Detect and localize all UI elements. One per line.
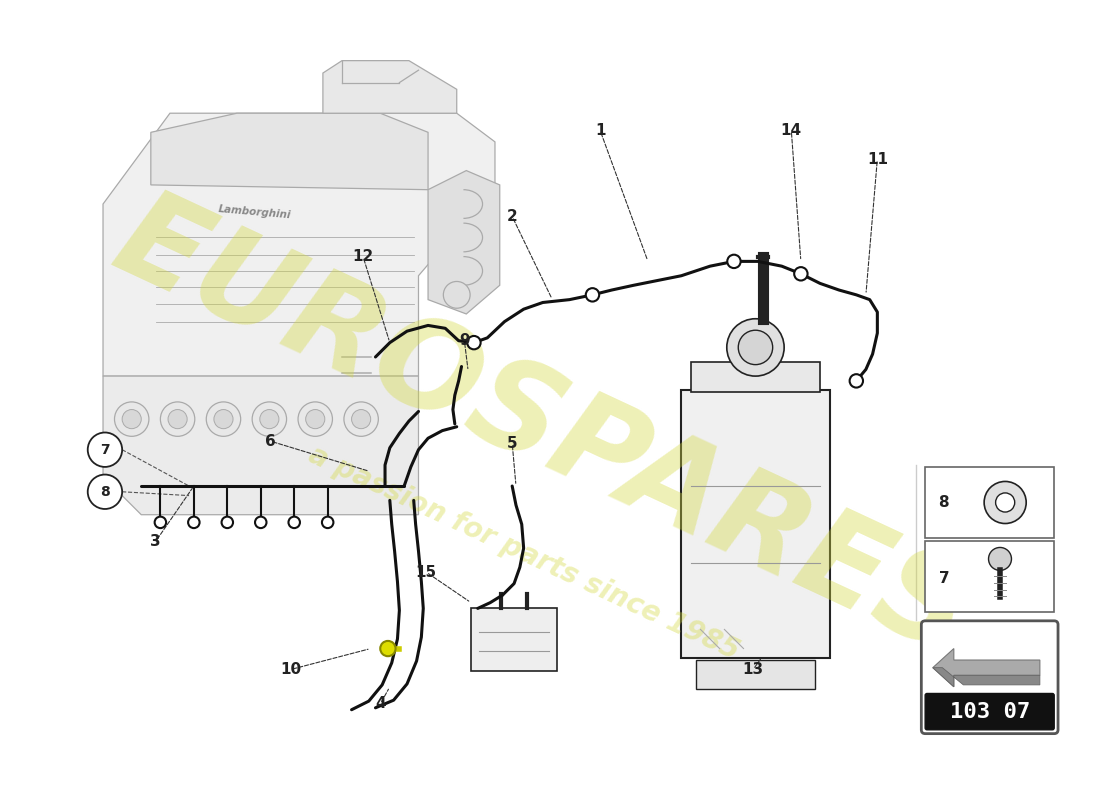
Circle shape — [352, 410, 371, 429]
Polygon shape — [103, 114, 495, 376]
FancyBboxPatch shape — [925, 694, 1054, 730]
Circle shape — [114, 402, 148, 436]
Circle shape — [207, 402, 241, 436]
Text: EUROSPARES: EUROSPARES — [97, 178, 989, 679]
Text: 1: 1 — [595, 123, 605, 138]
Circle shape — [727, 318, 784, 376]
Circle shape — [794, 267, 807, 281]
Text: 7: 7 — [100, 442, 110, 457]
Text: 12: 12 — [352, 249, 374, 264]
Text: Lamborghini: Lamborghini — [218, 204, 292, 220]
Text: a passion for parts since 1985: a passion for parts since 1985 — [304, 441, 744, 666]
Circle shape — [344, 402, 378, 436]
Polygon shape — [933, 649, 1040, 686]
Text: 5: 5 — [507, 435, 517, 450]
Circle shape — [322, 517, 333, 528]
Circle shape — [221, 517, 233, 528]
Circle shape — [586, 288, 600, 302]
FancyBboxPatch shape — [695, 660, 815, 689]
FancyBboxPatch shape — [691, 362, 820, 392]
Circle shape — [255, 517, 266, 528]
Text: 8: 8 — [100, 485, 110, 498]
Polygon shape — [428, 170, 499, 314]
Circle shape — [88, 433, 122, 467]
Circle shape — [996, 493, 1014, 512]
Text: 103 07: 103 07 — [949, 702, 1030, 722]
Circle shape — [122, 410, 141, 429]
FancyBboxPatch shape — [471, 608, 557, 670]
Circle shape — [252, 402, 287, 436]
Circle shape — [168, 410, 187, 429]
FancyBboxPatch shape — [925, 541, 1054, 612]
Circle shape — [161, 402, 195, 436]
Text: 3: 3 — [151, 534, 161, 549]
Circle shape — [849, 374, 864, 387]
Polygon shape — [103, 376, 418, 514]
Text: 4: 4 — [375, 697, 386, 711]
Circle shape — [288, 517, 300, 528]
Circle shape — [155, 517, 166, 528]
Text: 8: 8 — [938, 495, 949, 510]
Text: 7: 7 — [938, 570, 949, 586]
Circle shape — [727, 254, 740, 268]
Circle shape — [989, 547, 1012, 570]
Text: 14: 14 — [781, 123, 802, 138]
Polygon shape — [151, 114, 428, 190]
Circle shape — [88, 474, 122, 509]
Circle shape — [260, 410, 279, 429]
Circle shape — [984, 482, 1026, 523]
Circle shape — [443, 282, 470, 308]
Text: 13: 13 — [742, 662, 763, 677]
Text: 2: 2 — [507, 209, 517, 224]
Circle shape — [188, 517, 199, 528]
Circle shape — [306, 410, 324, 429]
Text: 11: 11 — [867, 151, 888, 166]
Text: 6: 6 — [265, 434, 276, 449]
FancyBboxPatch shape — [681, 390, 829, 658]
FancyBboxPatch shape — [925, 467, 1054, 538]
Circle shape — [213, 410, 233, 429]
Circle shape — [468, 336, 481, 350]
Polygon shape — [323, 61, 456, 114]
Text: 15: 15 — [416, 565, 437, 579]
FancyBboxPatch shape — [922, 621, 1058, 734]
Text: 10: 10 — [279, 662, 301, 677]
Polygon shape — [933, 668, 1040, 686]
Text: 9: 9 — [459, 334, 470, 348]
Circle shape — [298, 402, 332, 436]
Circle shape — [381, 641, 396, 656]
Circle shape — [738, 330, 772, 365]
